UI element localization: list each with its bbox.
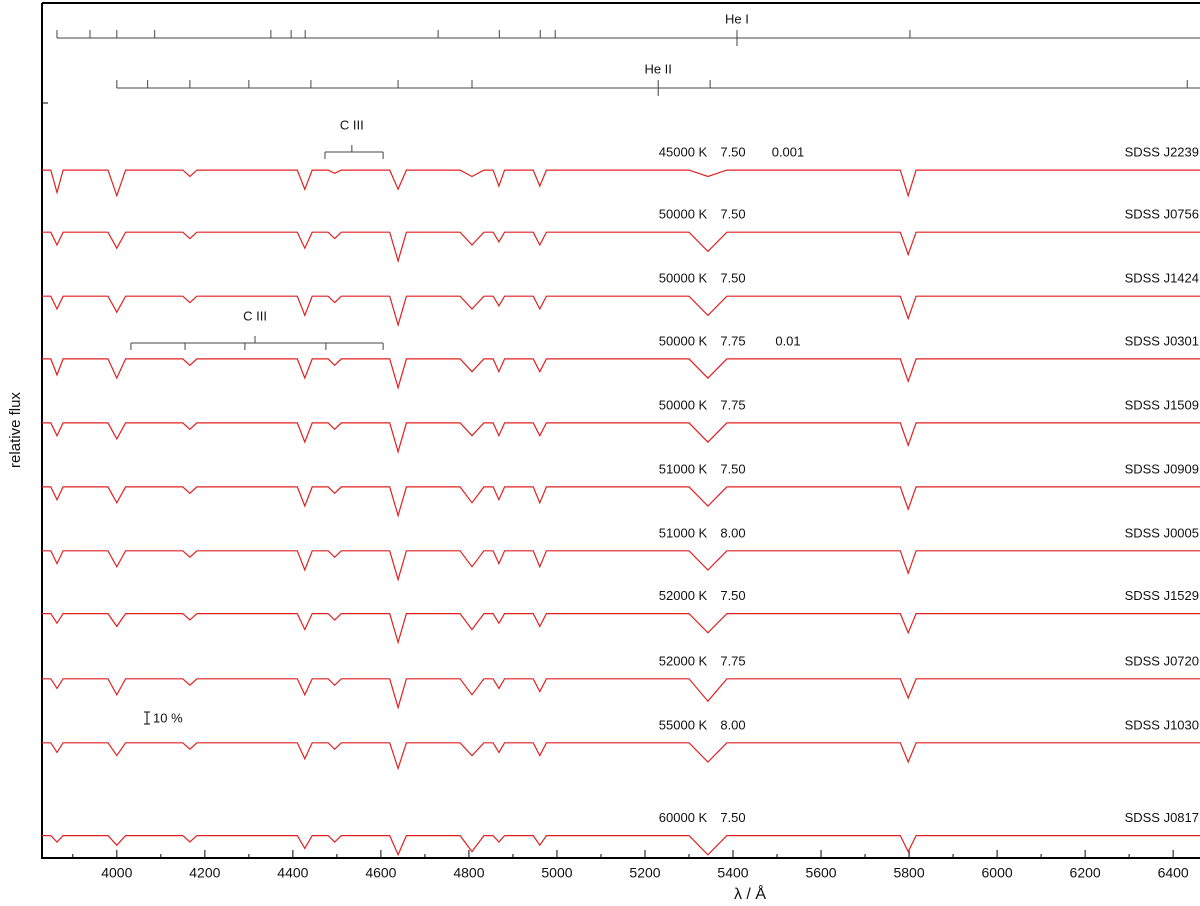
spectrum-name: SDSS J1509 [1125,397,1199,412]
x-tick-label: 5600 [805,865,836,881]
bracket-label: C III [340,117,364,132]
spectrum-name: SDSS J0909 [1125,461,1199,476]
x-tick-label: 6200 [1070,865,1101,881]
teff-label: 50000 K [659,271,708,286]
x-tick-label: 6400 [1158,865,1189,881]
model-spectrum [42,835,1200,857]
teff-label: 51000 K [659,525,708,540]
logg-label: 7.75 [720,333,745,348]
carbon-label: 0.001 [772,145,805,160]
teff-label: 45000 K [659,145,708,160]
y-axis-label: relative flux [7,392,24,468]
logg-label: 7.50 [720,810,745,825]
axes-frame [41,2,1200,859]
spectrum-name: SDSS J0301 [1125,333,1199,348]
model-spectrum [42,169,1200,198]
model-spectrum [42,550,1200,582]
spectrum-name: SDSS J0005 [1125,525,1199,540]
spectrum-name: SDSS J0756 [1125,207,1199,222]
teff-label: 52000 K [659,653,708,668]
logg-label: 7.50 [720,145,745,160]
x-axis-label: λ / Å [734,884,766,903]
model-spectrum [42,422,1200,454]
teff-label: 55000 K [659,717,708,732]
teff-label: 60000 K [659,810,708,825]
x-tick-label: 6000 [982,865,1013,881]
spectrum-name: SDSS J1030 [1125,717,1199,732]
x-tick-label: 4200 [189,865,220,881]
bracket-label: C III [243,308,267,323]
teff-label: 50000 K [659,397,708,412]
model-spectrum [42,742,1200,771]
line-id-label: He II [644,61,671,76]
line-id-label: He I [725,11,749,26]
spectrum-name: SDSS J0720 [1125,653,1199,668]
logg-label: 7.75 [720,397,745,412]
spectrum-name: SDSS J1424 [1125,271,1199,286]
logg-label: 7.50 [720,271,745,286]
logg-label: 7.50 [720,588,745,603]
teff-label: 50000 K [659,207,708,222]
model-spectrum [42,486,1200,518]
x-tick-label: 5000 [541,865,572,881]
teff-label: 50000 K [659,333,708,348]
logg-label: 7.50 [720,207,745,222]
x-tick-label: 4400 [277,865,308,881]
logg-label: 8.00 [720,525,745,540]
logg-label: 7.75 [720,653,745,668]
model-spectrum [42,613,1200,645]
spectrum-name: SDSS J1529 [1125,588,1199,603]
x-tick-label: 5400 [717,865,748,881]
x-tick-label: 5800 [893,865,924,881]
model-spectrum [42,231,1200,264]
x-tick-label: 4600 [365,865,396,881]
logg-label: 8.00 [720,717,745,732]
x-tick-label: 5200 [629,865,660,881]
model-spectrum [42,678,1200,710]
teff-label: 52000 K [659,588,708,603]
spectrum-name: SDSS J2239 [1125,145,1199,160]
scale-bar-label: 10 % [153,710,183,725]
x-tick-label: 4000 [101,865,132,881]
teff-label: 51000 K [659,461,708,476]
model-spectrum [42,295,1200,328]
spectrum-name: SDSS J0817 [1125,810,1199,825]
carbon-label: 0.01 [775,333,800,348]
logg-label: 7.50 [720,461,745,476]
x-tick-label: 4800 [453,865,484,881]
model-spectrum [42,358,1200,390]
